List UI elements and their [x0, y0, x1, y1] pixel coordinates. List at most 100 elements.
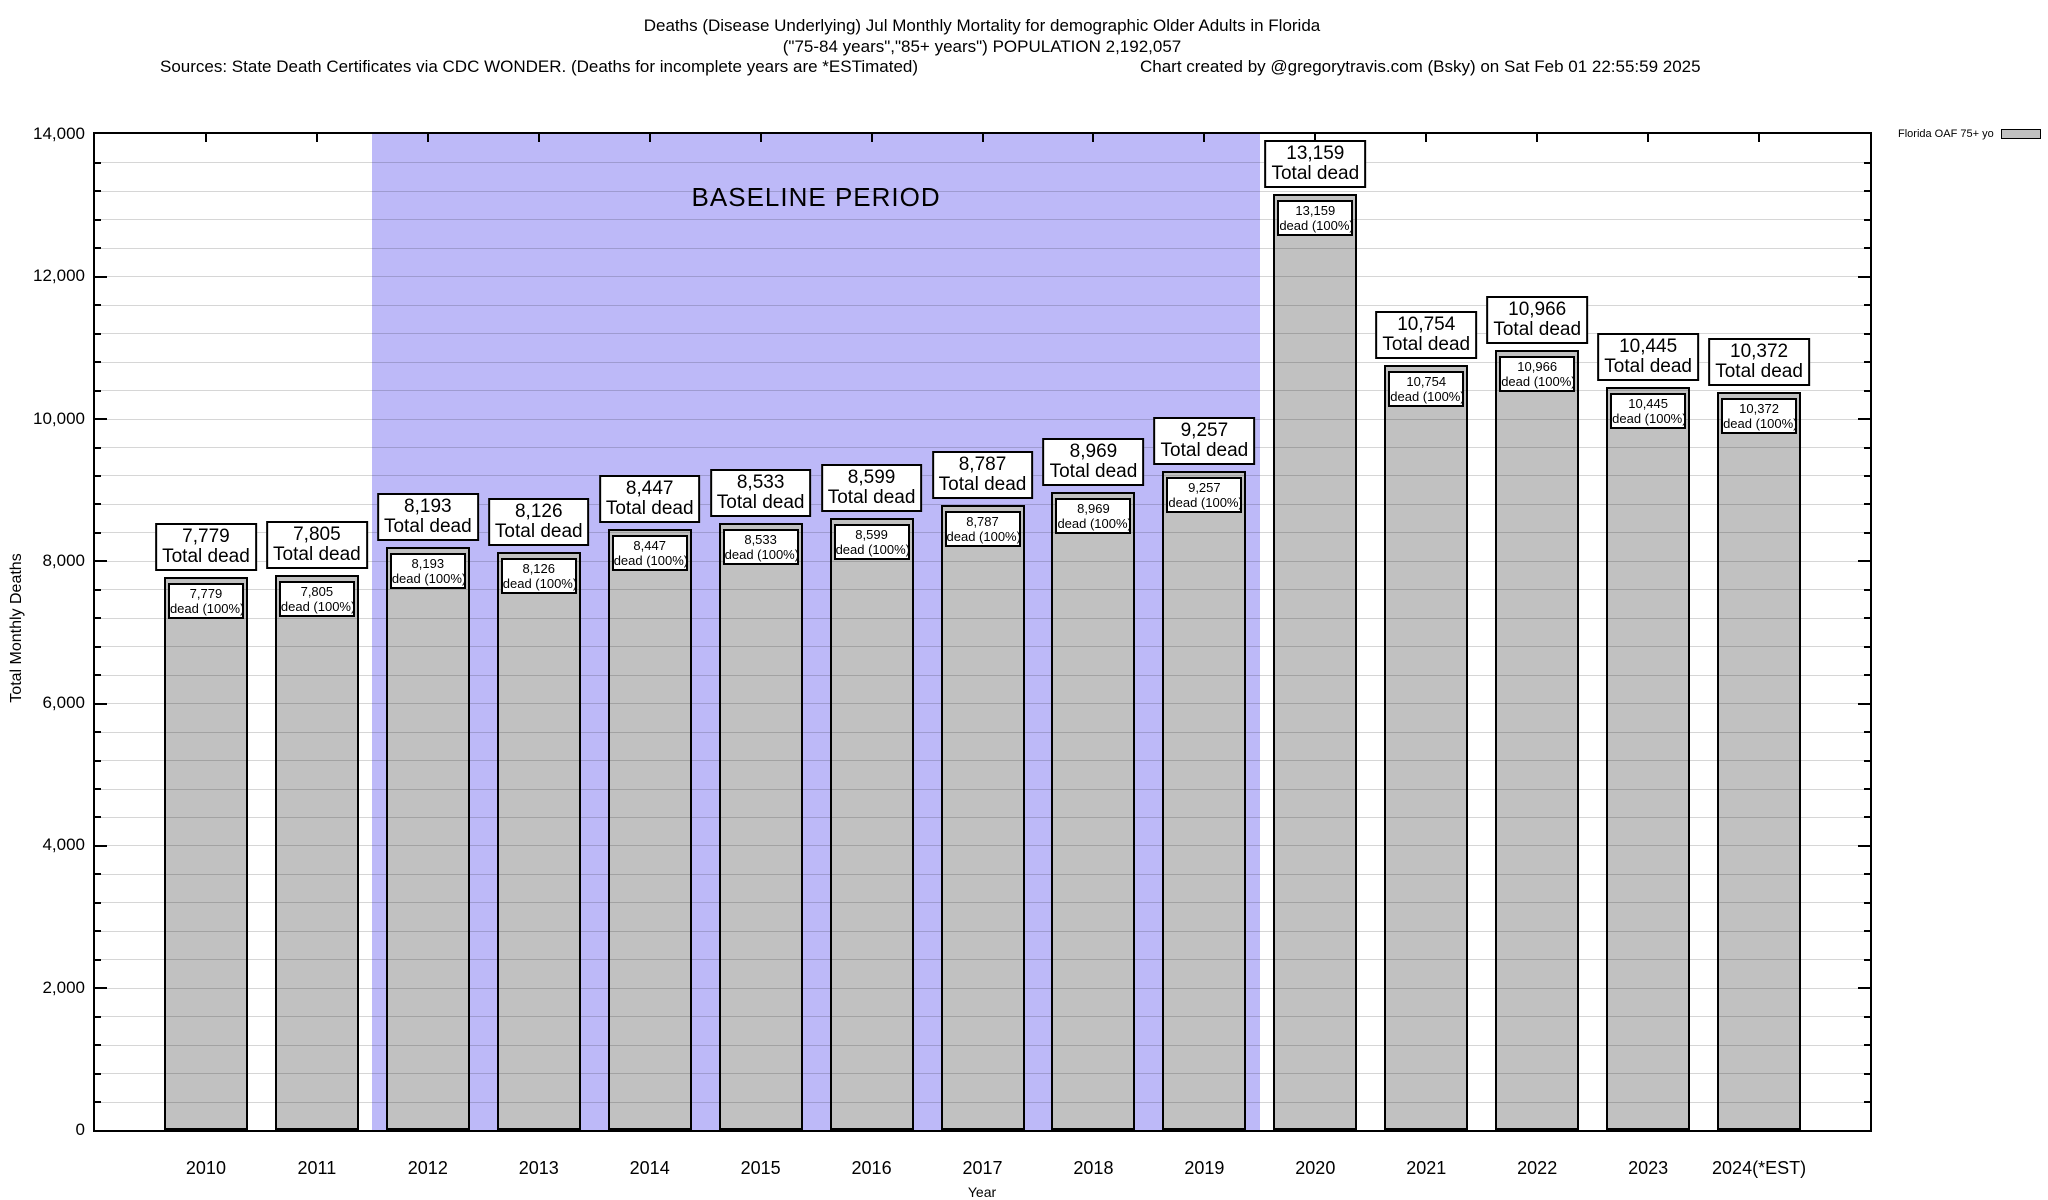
top-axis-year-tick: [1536, 134, 1539, 142]
y-tick-label: 12,000: [33, 266, 85, 286]
bar-inner-label: 8,126 dead (100%): [500, 557, 577, 594]
bar-outer-label: 8,599 Total dead: [820, 464, 923, 513]
x-tick-label: 2017: [962, 1158, 1003, 1178]
bar: [1384, 364, 1469, 1130]
x-tick-label: 2014: [629, 1158, 670, 1178]
credit-note: Chart created by @gregorytravis.com (Bsk…: [1140, 57, 1701, 76]
x-tick-label: 2020: [1295, 1158, 1336, 1178]
x-tick-label: 2015: [740, 1158, 781, 1178]
bar-inner-label: 8,787 dead (100%): [944, 510, 1021, 547]
bar-outer-label: 8,193 Total dead: [376, 493, 479, 542]
right-axis-tick: [1864, 588, 1870, 591]
bar-outer-label: 10,966 Total dead: [1486, 295, 1589, 344]
bar-inner-label: 7,805 dead (100%): [278, 580, 355, 617]
top-axis-year-tick: [426, 134, 429, 142]
bar-outer-label: 13,159 Total dead: [1264, 139, 1367, 188]
left-axis-tick: [95, 190, 101, 193]
bar: [718, 522, 803, 1130]
right-axis-tick: [1864, 674, 1870, 677]
x-tick-label: 2010: [185, 1158, 226, 1178]
gridline: [95, 674, 1870, 676]
top-axis-year-tick: [1203, 134, 1206, 142]
gridline: [95, 845, 1870, 847]
right-axis-tick: [1864, 617, 1870, 620]
top-axis-year-tick: [981, 134, 984, 142]
right-axis-tick: [1864, 474, 1870, 477]
gridline: [95, 1073, 1870, 1075]
left-axis-tick: [95, 1044, 101, 1047]
right-axis-tick: [1864, 1044, 1870, 1047]
top-axis-year-tick: [204, 134, 207, 142]
left-axis-tick: [95, 930, 101, 933]
top-axis-year-tick: [1314, 134, 1317, 142]
gridline: [95, 1016, 1870, 1018]
x-tick-label: 2022: [1517, 1158, 1558, 1178]
x-tick-label: 2019: [1184, 1158, 1225, 1178]
bar-outer-label: 8,969 Total dead: [1042, 437, 1145, 486]
x-tick-label: 2011: [297, 1158, 337, 1178]
right-axis-tick: [1864, 531, 1870, 534]
bar-inner-label: 8,969 dead (100%): [1055, 497, 1132, 534]
gridline: [95, 503, 1870, 505]
bar: [274, 574, 359, 1130]
y-axis-title: Total Monthly Deaths: [8, 553, 25, 703]
left-axis-tick: [95, 560, 107, 563]
baseline-period-label: BASELINE PERIOD: [691, 182, 941, 212]
left-axis-tick: [95, 247, 101, 250]
bar-outer-label: 9,257 Total dead: [1153, 417, 1256, 466]
gridline: [95, 959, 1870, 961]
gridline: [95, 816, 1870, 818]
bar: [1495, 349, 1580, 1130]
right-axis-tick: [1864, 759, 1870, 762]
sources-note: Sources: State Death Certificates via CD…: [160, 57, 919, 76]
right-axis-tick: [1864, 731, 1870, 734]
right-axis-tick: [1864, 816, 1870, 819]
right-axis-tick: [1864, 1072, 1870, 1075]
left-axis-tick: [95, 1072, 101, 1075]
bar-inner-label: 8,599 dead (100%): [833, 524, 910, 561]
right-axis-tick: [1864, 332, 1870, 335]
chart-title-line2: ("75-84 years","85+ years") POPULATION 2…: [782, 37, 1182, 56]
left-axis-tick: [95, 844, 107, 847]
left-axis-tick: [95, 446, 101, 449]
gridline: [95, 1101, 1870, 1103]
gridline: [95, 873, 1870, 875]
gridline: [95, 447, 1870, 449]
left-axis-tick: [95, 702, 107, 705]
left-axis-tick: [95, 901, 101, 904]
gridline: [95, 390, 1870, 392]
gridline: [95, 987, 1870, 989]
x-tick-label: 2024(*EST): [1712, 1158, 1807, 1178]
left-axis-tick: [95, 816, 101, 819]
left-axis-tick: [95, 275, 107, 278]
bar-outer-label: 8,533 Total dead: [709, 468, 812, 517]
right-axis-tick: [1864, 446, 1870, 449]
bar-outer-label: 10,372 Total dead: [1708, 338, 1810, 387]
gridline: [95, 589, 1870, 591]
gridline: [95, 646, 1870, 648]
left-axis-tick: [95, 873, 101, 876]
y-tick-label: 0: [75, 1120, 85, 1139]
gridline: [95, 219, 1870, 221]
gridline: [95, 276, 1870, 278]
chart-title-line1: Deaths (Disease Underlying) Jul Monthly …: [643, 16, 1321, 35]
top-axis-year-tick: [759, 134, 762, 142]
right-axis-tick: [1864, 873, 1870, 876]
gridline: [95, 361, 1870, 363]
right-axis-tick: [1864, 1101, 1870, 1104]
bar: [607, 529, 692, 1130]
bar-inner-label: 8,447 dead (100%): [611, 535, 688, 572]
left-axis-tick: [95, 531, 101, 534]
gridline: [95, 930, 1870, 932]
left-axis-tick: [95, 1015, 101, 1018]
top-axis-year-tick: [1092, 134, 1095, 142]
x-tick-label: 2023: [1628, 1158, 1669, 1178]
right-axis-tick: [1864, 1015, 1870, 1018]
gridline: [95, 418, 1870, 420]
y-tick-label: 10,000: [33, 408, 85, 428]
bar: [940, 504, 1025, 1130]
right-axis-tick: [1864, 161, 1870, 164]
legend: Florida OAF 75+ yo: [1898, 128, 2041, 140]
gridline: [95, 788, 1870, 790]
